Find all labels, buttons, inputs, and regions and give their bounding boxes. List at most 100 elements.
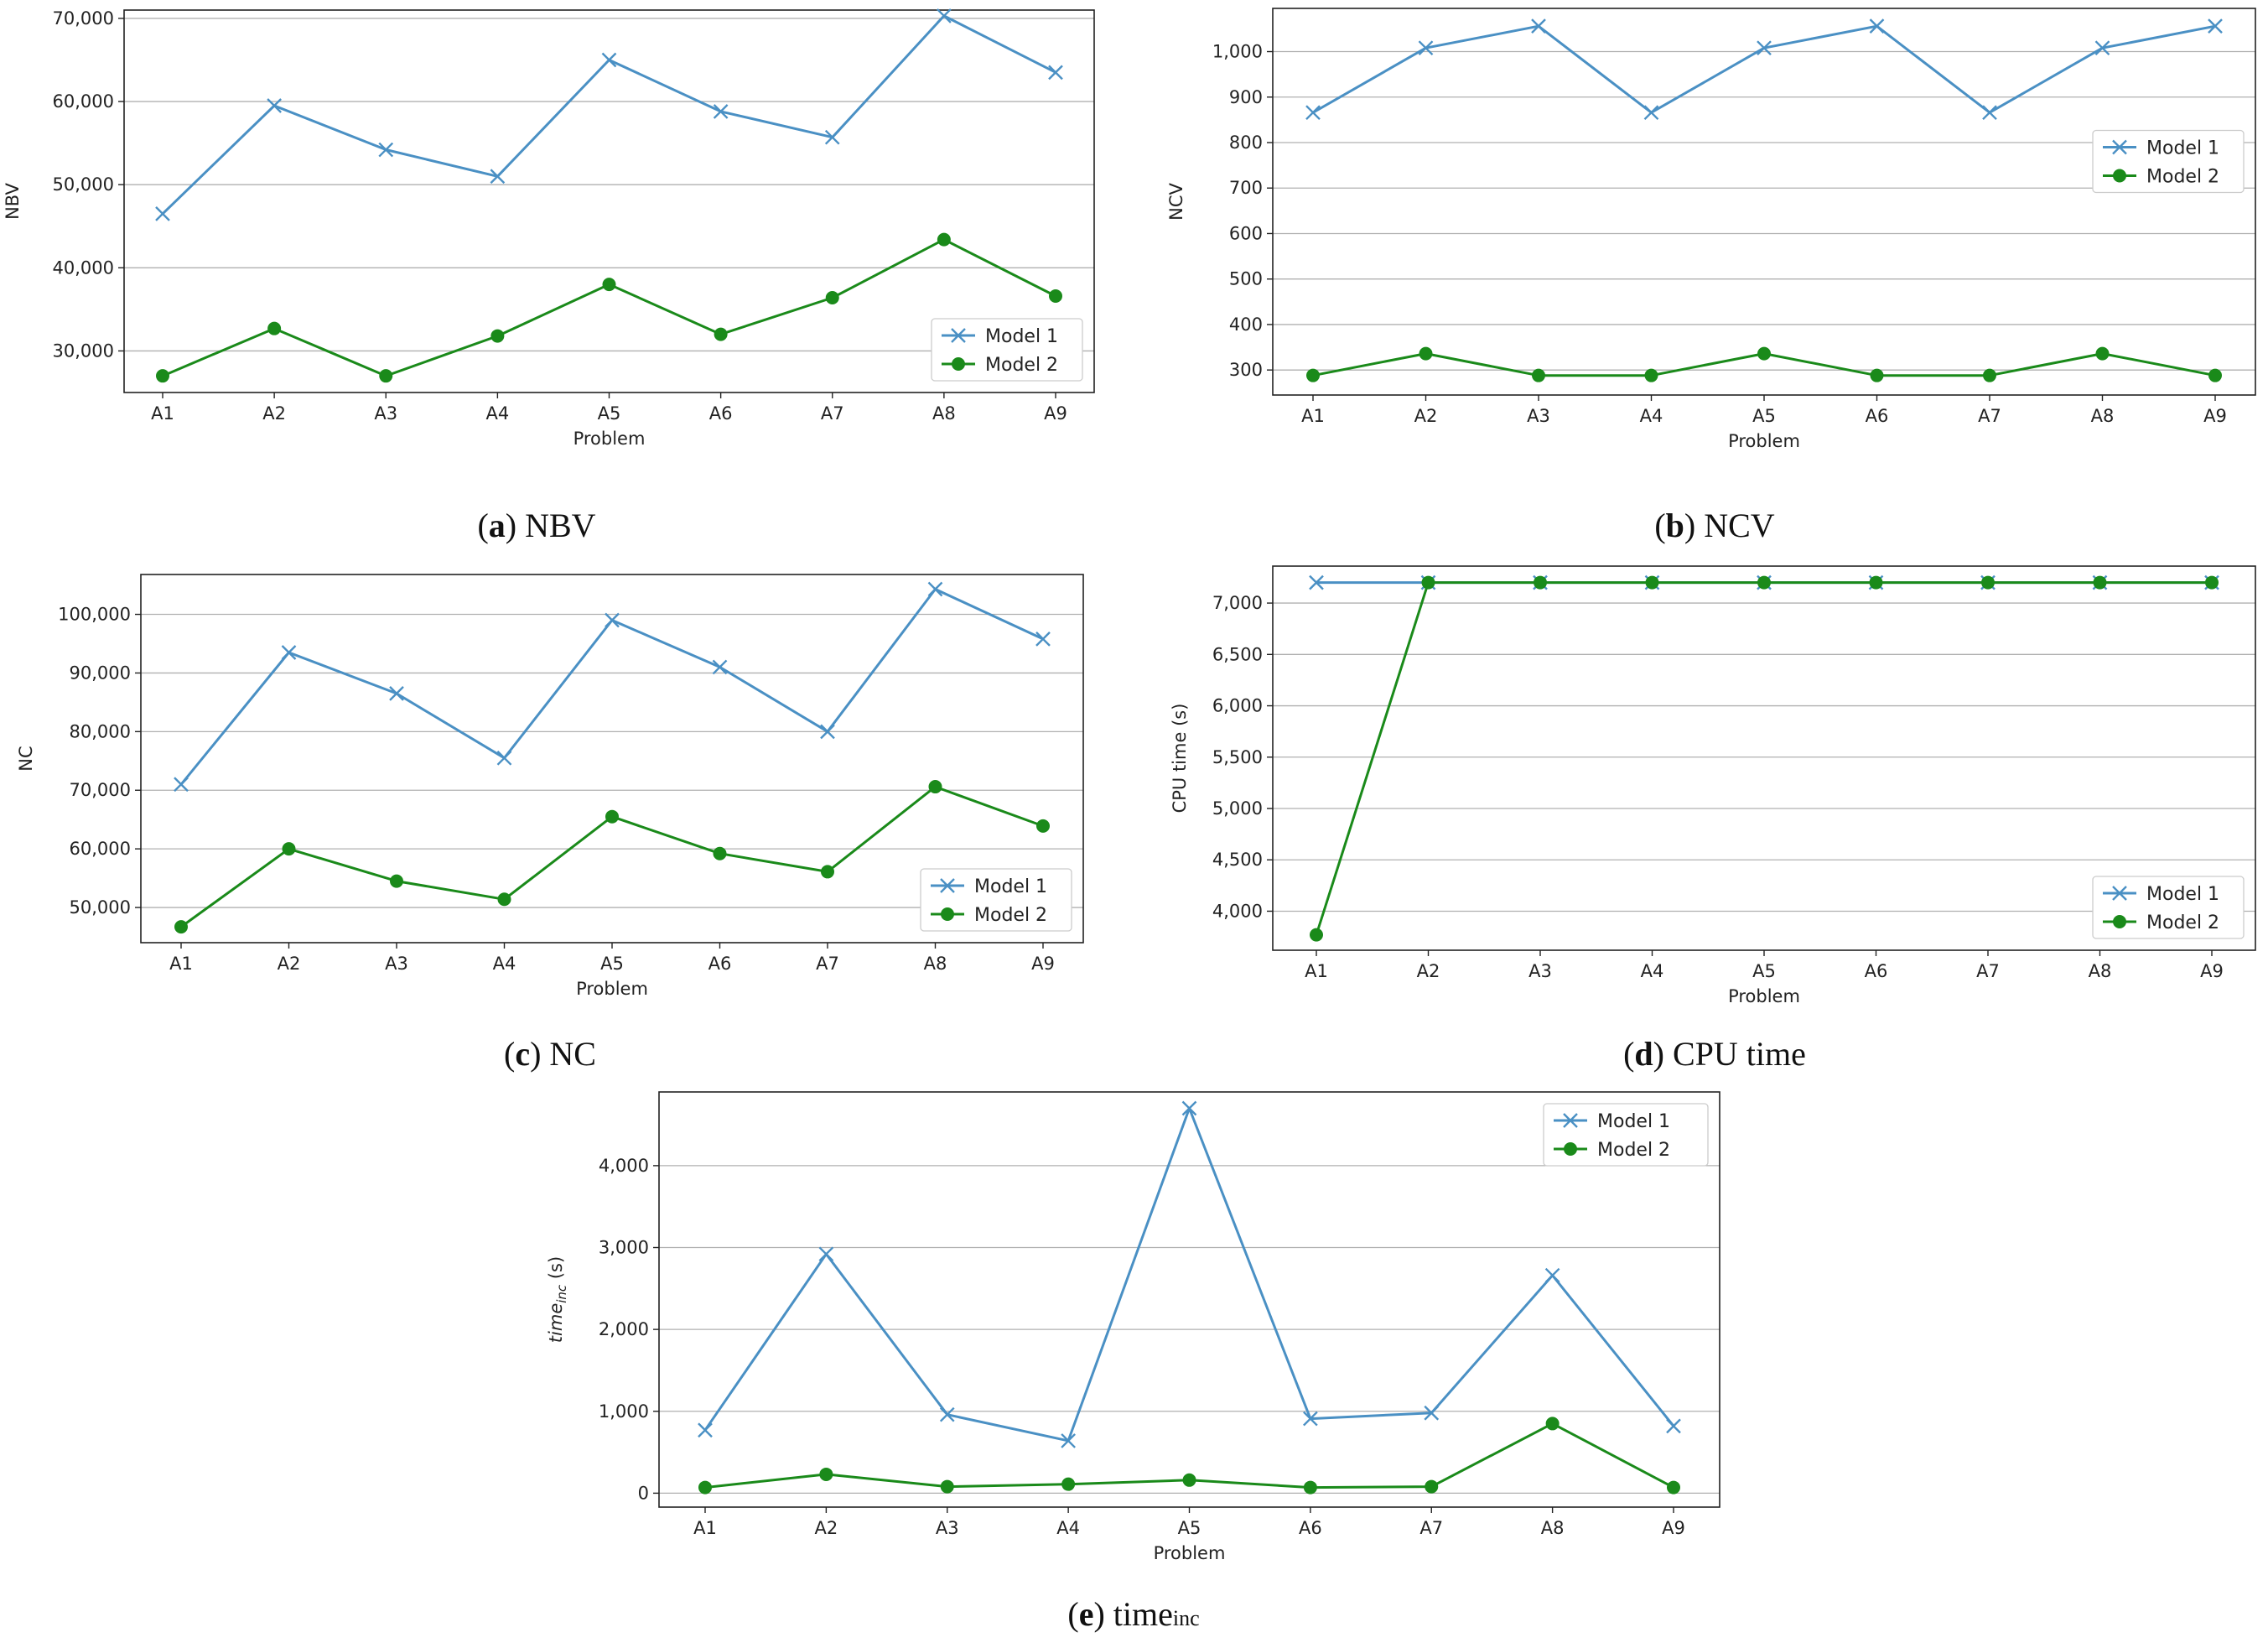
y-tick-label: 50,000 [53, 174, 114, 195]
data-point-model-2 [282, 842, 296, 856]
data-point-model-1 [1544, 1267, 1560, 1283]
data-point-model-2 [2205, 575, 2219, 590]
x-tick-label: A1 [151, 403, 174, 424]
data-point-model-2 [1644, 368, 1658, 382]
y-axis-label: NC [16, 746, 36, 771]
panel-caption: (c) NC [504, 1035, 596, 1073]
legend-marker [951, 328, 966, 343]
legend-marker [2112, 139, 2127, 155]
legend-label: Model 2 [985, 355, 1058, 376]
x-tick-label: A7 [1978, 406, 2001, 426]
data-point-model-2 [1870, 368, 1884, 382]
y-tick-label: 300 [1229, 360, 1263, 380]
data-point-model-2 [379, 369, 393, 383]
x-tick-label: A7 [816, 954, 839, 974]
y-tick-label: 60,000 [70, 839, 131, 859]
data-point-model-1 [2208, 18, 2223, 34]
x-tick-label: A5 [600, 954, 624, 974]
data-point-model-2 [390, 874, 403, 888]
x-tick-label: A5 [1178, 1518, 1201, 1538]
y-tick-label: 4,500 [1212, 850, 1263, 870]
x-tick-label: A8 [2089, 961, 2112, 981]
x-tick-label: A1 [1305, 961, 1328, 981]
x-tick-label: A7 [821, 403, 844, 424]
y-tick-label: 60,000 [53, 91, 114, 112]
x-tick-label: A9 [1044, 403, 1067, 424]
y-tick-label: 5,500 [1212, 747, 1263, 767]
legend: Model 1 Model 2 [920, 868, 1072, 932]
series-line-2 [1315, 581, 2212, 936]
x-tick-label: A8 [1541, 1518, 1565, 1538]
x-tick-label: A3 [936, 1518, 959, 1538]
x-tick-label: A5 [598, 403, 621, 424]
data-point-model-2 [602, 278, 616, 292]
data-point-model-1 [1531, 18, 1546, 34]
data-point-model-2 [1545, 1417, 1560, 1431]
y-tick-label: 6,000 [1212, 696, 1263, 716]
data-point-model-2 [2095, 346, 2110, 361]
x-tick-label: A7 [1419, 1518, 1443, 1538]
y-tick-label: 1,000 [1212, 42, 1263, 62]
data-point-model-1 [713, 104, 729, 119]
y-tick-label: 900 [1229, 87, 1263, 107]
data-point-model-2 [490, 329, 505, 343]
data-point-model-1 [378, 142, 394, 158]
x-tick-label: A6 [709, 403, 733, 424]
series-line-1 [1312, 24, 2216, 114]
data-point-model-2 [928, 780, 942, 794]
data-point-model-2 [2093, 575, 2107, 590]
x-tick-label: A4 [1641, 961, 1664, 981]
y-tick-label: 4,000 [599, 1156, 649, 1176]
data-point-model-1 [820, 724, 835, 740]
x-tick-label: A8 [932, 403, 956, 424]
x-tick-label: A9 [1662, 1518, 1685, 1538]
x-tick-label: A4 [1640, 406, 1663, 426]
data-point-model-2 [1061, 1477, 1076, 1491]
data-point-model-1 [1061, 1433, 1076, 1448]
data-point-model-1 [601, 52, 617, 68]
data-point-model-1 [698, 1422, 713, 1438]
chart-a: 30,000 40,000 50,000 60,000 70,000 A1 A2 A3 A4 A5… [3, 8, 1095, 544]
data-point-model-2 [497, 892, 511, 907]
data-point-model-1 [937, 8, 952, 23]
data-point-model-2 [1869, 575, 1883, 590]
y-tick-label: 4,000 [1212, 901, 1263, 921]
y-tick-label: 2,000 [599, 1319, 649, 1339]
data-point-model-2 [1310, 928, 1323, 942]
x-tick-label: A6 [708, 954, 732, 974]
y-tick-label: 90,000 [70, 663, 131, 683]
legend-marker [2113, 169, 2126, 183]
data-point-model-2 [825, 290, 839, 304]
x-tick-label: A6 [1299, 1518, 1322, 1538]
data-point-model-1 [174, 777, 189, 793]
y-tick-label: 500 [1229, 269, 1263, 289]
data-point-model-2 [1532, 368, 1545, 382]
data-point-model-1 [1418, 40, 1434, 56]
data-point-model-2 [1036, 819, 1050, 833]
legend: Model 1 Model 2 [2092, 129, 2245, 194]
series-line-1 [161, 14, 1056, 215]
y-tick-label: 80,000 [70, 721, 131, 741]
data-point-model-2 [698, 1480, 712, 1495]
legend-label: Model 1 [985, 326, 1058, 347]
legend-marker [952, 357, 965, 371]
data-point-model-2 [267, 321, 282, 335]
data-point-model-1 [1305, 105, 1321, 121]
data-point-model-2 [714, 327, 728, 341]
series-line-2 [162, 238, 1056, 377]
series-line-2 [180, 785, 1044, 928]
data-point-model-2 [1757, 575, 1771, 590]
legend: Model 1 Model 2 [2092, 876, 2245, 939]
x-tick-label: A3 [1528, 961, 1552, 981]
x-tick-label: A3 [374, 403, 397, 424]
x-tick-label: A7 [1976, 961, 2000, 981]
data-point-model-2 [1757, 346, 1771, 361]
legend-label: Model 1 [1597, 1111, 1670, 1132]
x-tick-label: A2 [815, 1518, 838, 1538]
x-tick-label: A5 [1752, 961, 1776, 981]
plot-frame [140, 574, 1084, 944]
data-point-model-1 [712, 659, 728, 675]
data-point-model-2 [156, 369, 169, 383]
legend-marker [2113, 915, 2126, 928]
